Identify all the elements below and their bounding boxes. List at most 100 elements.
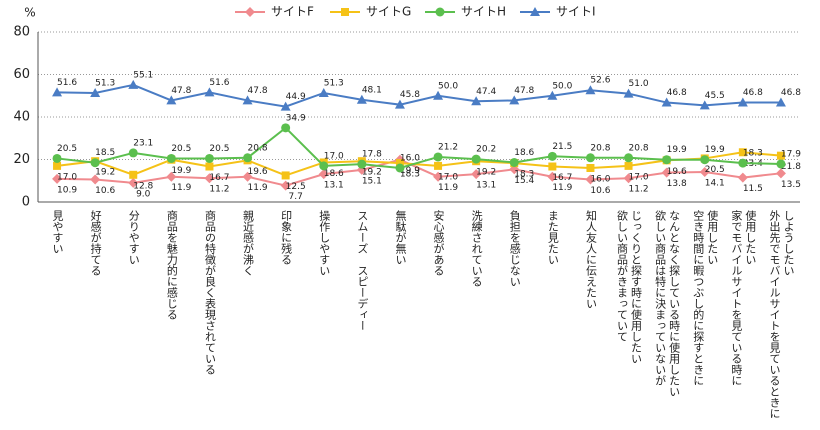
value-label: 46.8 <box>667 88 687 98</box>
value-label: 34.9 <box>286 113 306 123</box>
marker <box>166 153 176 163</box>
value-label: 20.5 <box>57 144 77 154</box>
marker <box>433 90 444 100</box>
marker <box>90 158 100 168</box>
marker <box>623 173 634 184</box>
marker <box>166 95 177 105</box>
marker <box>661 97 672 107</box>
marker <box>319 161 329 171</box>
value-label: 10.9 <box>57 185 77 195</box>
marker <box>318 169 329 180</box>
value-label: 7.7 <box>288 192 302 202</box>
marker <box>357 159 367 169</box>
marker <box>128 177 139 188</box>
value-label: 16.7 <box>209 173 229 183</box>
marker <box>624 153 634 163</box>
marker <box>433 171 444 182</box>
value-label: 50.0 <box>438 81 458 91</box>
marker <box>530 7 540 16</box>
value-label: 20.8 <box>590 143 610 153</box>
x-tick-label: 洗練されている <box>470 210 483 287</box>
value-label: 20.8 <box>248 143 268 153</box>
value-label: 46.8 <box>781 88 801 98</box>
marker <box>700 155 710 165</box>
marker <box>661 167 672 178</box>
value-label: 16.0 <box>400 154 420 164</box>
value-label: 19.9 <box>400 166 420 176</box>
x-tick-label: 見やすい <box>51 210 64 254</box>
x-tick-label: じっくりと探す時に使用したい <box>630 210 643 364</box>
marker <box>90 87 101 97</box>
value-label: 19.2 <box>362 168 382 178</box>
value-label: 20.8 <box>629 143 649 153</box>
value-label: 20.5 <box>209 144 229 154</box>
value-label: 11.2 <box>209 185 229 195</box>
marker <box>471 96 482 106</box>
value-label: 19.2 <box>95 168 115 178</box>
x-tick-label: 安心感がある <box>432 209 445 276</box>
marker <box>166 171 177 182</box>
marker <box>52 87 63 97</box>
value-label: 13.1 <box>324 181 344 191</box>
series-line <box>56 126 781 170</box>
legend-label: サイトG <box>366 5 411 19</box>
marker <box>737 97 748 107</box>
value-label: 45.5 <box>705 91 725 101</box>
marker <box>586 164 595 172</box>
value-label: 16.0 <box>590 175 610 185</box>
y-tick-label: 80 <box>13 25 30 40</box>
marker <box>356 94 367 104</box>
marker <box>281 171 290 180</box>
value-label: 12.8 <box>133 181 153 191</box>
marker <box>90 174 101 185</box>
value-label: 47.8 <box>248 86 268 96</box>
value-label: 11.5 <box>743 184 763 194</box>
marker <box>318 87 329 97</box>
marker <box>52 173 63 184</box>
marker <box>471 154 481 164</box>
x-tick-label: また見たい <box>546 210 559 265</box>
value-label: 11.2 <box>629 185 649 195</box>
legend-label: サイトH <box>461 5 506 19</box>
series-line <box>56 151 782 177</box>
marker <box>547 151 557 161</box>
value-label: 17.8 <box>362 150 382 160</box>
marker <box>738 148 747 157</box>
marker <box>53 161 62 170</box>
x-tick-label: 好感が持てる <box>89 209 102 276</box>
y-axis-label: % <box>24 6 35 20</box>
value-label: 18.5 <box>95 148 115 158</box>
marker <box>737 172 748 183</box>
value-label: 48.1 <box>362 85 382 95</box>
x-tick-label: 分りやすい <box>127 210 140 265</box>
marker <box>242 95 253 105</box>
x-tick-label: 商品を魅力的に感じる <box>165 209 178 320</box>
value-label: 47.8 <box>171 86 191 96</box>
marker <box>738 158 748 168</box>
value-label: 23.1 <box>133 138 153 148</box>
marker <box>129 170 138 179</box>
value-label: 47.4 <box>476 87 496 97</box>
x-tick-label: 使用したい <box>706 210 719 265</box>
value-label: 10.6 <box>590 186 610 196</box>
value-label: 13.1 <box>476 181 496 191</box>
x-tick-label: 外出先でモバイルサイトを見ているときに <box>768 210 781 419</box>
value-label: 17.0 <box>324 151 344 161</box>
x-tick-label: 商品の特徴が良く表現されている <box>203 209 216 375</box>
value-label: 20.5 <box>705 165 725 175</box>
value-label: 20.2 <box>476 145 496 155</box>
value-label: 45.8 <box>400 90 420 100</box>
marker <box>547 171 558 182</box>
marker <box>205 162 214 171</box>
marker <box>394 99 405 109</box>
value-label: 18.6 <box>514 148 534 158</box>
value-label: 51.3 <box>324 78 344 88</box>
marker <box>204 87 215 97</box>
value-label: 16.7 <box>552 173 572 183</box>
x-tick-label: 欲しい商品がきまっていて <box>616 209 629 342</box>
marker <box>699 100 710 110</box>
value-label: 12.5 <box>286 182 306 192</box>
value-label: 13.5 <box>781 180 801 190</box>
marker <box>128 148 138 158</box>
legend-label: サイトI <box>556 5 596 19</box>
